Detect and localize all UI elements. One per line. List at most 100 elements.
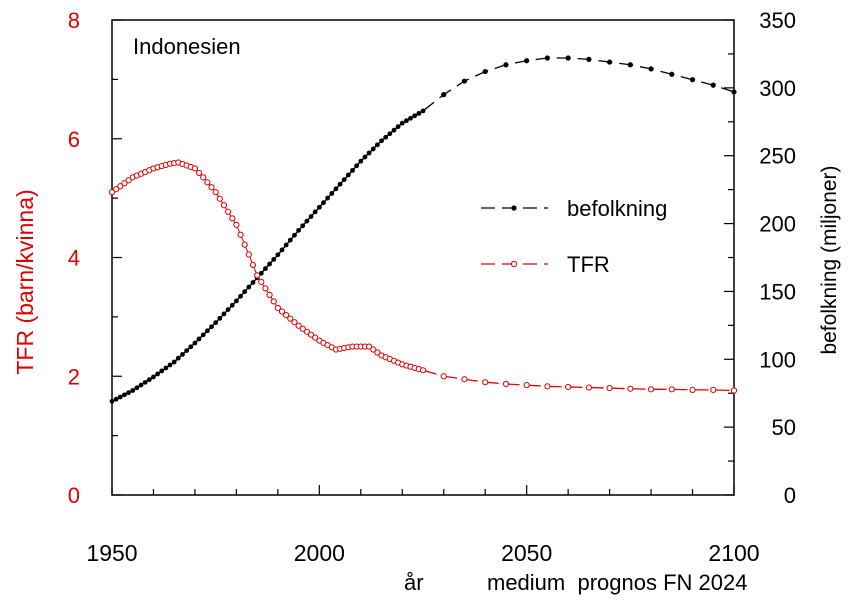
data-point: [710, 82, 716, 88]
plot-frame: [111, 19, 735, 496]
legend-label: befolkning: [567, 196, 667, 221]
data-point: [250, 280, 256, 285]
data-point: [188, 344, 194, 350]
legend-swatch-marker: [511, 205, 517, 211]
series-tfr: [108, 159, 738, 394]
data-point: [391, 127, 397, 133]
data-point: [366, 150, 372, 156]
data-point: [113, 396, 119, 402]
data-point: [362, 154, 368, 160]
data-point: [383, 134, 389, 140]
x-tick-label: 2000: [294, 540, 345, 566]
data-point: [341, 177, 347, 183]
data-point: [730, 387, 738, 394]
data-point: [419, 367, 427, 374]
data-point: [108, 189, 116, 196]
history-line: [111, 110, 424, 402]
data-point: [180, 352, 185, 357]
data-point: [299, 325, 306, 332]
data-point: [245, 251, 252, 258]
data-point: [333, 186, 339, 192]
data-point: [606, 385, 613, 392]
data-point: [216, 195, 223, 202]
data-point: [325, 195, 331, 201]
data-point: [321, 200, 326, 206]
data-point: [155, 371, 161, 377]
legend-item-befolkning: befolkning: [481, 196, 667, 221]
legend-swatch-marker: [510, 260, 518, 268]
data-point: [374, 349, 381, 356]
projection-line: [422, 369, 735, 392]
data-point: [370, 346, 377, 353]
data-point: [461, 78, 468, 84]
data-point: [204, 179, 211, 186]
data-point: [254, 272, 261, 279]
data-point: [312, 334, 319, 341]
data-point: [229, 215, 236, 222]
data-point: [312, 209, 318, 215]
data-point: [503, 62, 509, 68]
data-point: [113, 186, 120, 193]
x-tick-labels: 1950 2000 2050 2100: [86, 540, 759, 566]
data-point: [163, 365, 169, 371]
data-point: [370, 146, 376, 152]
data-point: [291, 319, 298, 326]
data-point: [275, 252, 281, 258]
data-point: [208, 184, 215, 191]
data-point: [292, 232, 297, 238]
data-point: [229, 302, 235, 308]
x-tick-label: 2050: [501, 540, 552, 566]
data-point: [151, 374, 156, 380]
data-point: [585, 384, 592, 391]
data-point: [263, 266, 268, 272]
data-point: [159, 368, 165, 374]
data-point: [387, 131, 393, 137]
data-point: [220, 202, 228, 209]
data-point: [233, 221, 240, 228]
data-point: [379, 138, 384, 144]
data-point: [627, 62, 633, 68]
data-point: [192, 340, 198, 346]
right-tick-label: 100: [759, 347, 796, 372]
data-point: [217, 315, 223, 321]
y-axis-label-left: TFR (barn/kvinna): [12, 189, 38, 374]
data-point: [221, 311, 227, 317]
right-tick-labels: 0 50 100 150 200 250 300 350: [759, 8, 796, 508]
data-point: [350, 167, 355, 173]
data-point: [441, 92, 447, 98]
right-tick-label: 0: [784, 483, 796, 508]
data-point: [304, 218, 310, 224]
data-point: [225, 307, 231, 313]
data-point: [225, 208, 232, 215]
data-point: [138, 382, 144, 388]
data-point: [647, 386, 655, 393]
data-point: [237, 231, 244, 238]
data-point: [365, 343, 373, 350]
data-point: [130, 388, 136, 393]
data-point: [482, 68, 488, 75]
data-point: [200, 174, 207, 181]
data-point: [109, 398, 115, 404]
right-tick-label: 300: [759, 76, 796, 101]
data-point: [134, 385, 140, 391]
data-point: [731, 89, 737, 95]
data-point: [287, 315, 294, 322]
right-tick-label: 150: [759, 279, 796, 304]
left-tick-label: 0: [68, 483, 80, 508]
left-tick-label: 6: [68, 127, 80, 152]
data-point: [303, 328, 310, 335]
series-befolkning: [109, 55, 737, 404]
right-tick-label: 250: [759, 144, 796, 169]
right-tick-label: 200: [759, 212, 796, 237]
data-point: [171, 359, 177, 365]
data-point: [122, 392, 127, 398]
data-point: [586, 56, 592, 62]
data-point: [399, 120, 405, 126]
data-point: [175, 355, 181, 361]
footnote: medium prognos FN 2024: [487, 570, 747, 595]
left-tick-label: 2: [68, 364, 80, 389]
data-point: [308, 214, 314, 219]
x-axis-label: år: [404, 570, 424, 595]
data-point: [212, 189, 219, 196]
data-point: [395, 124, 401, 130]
